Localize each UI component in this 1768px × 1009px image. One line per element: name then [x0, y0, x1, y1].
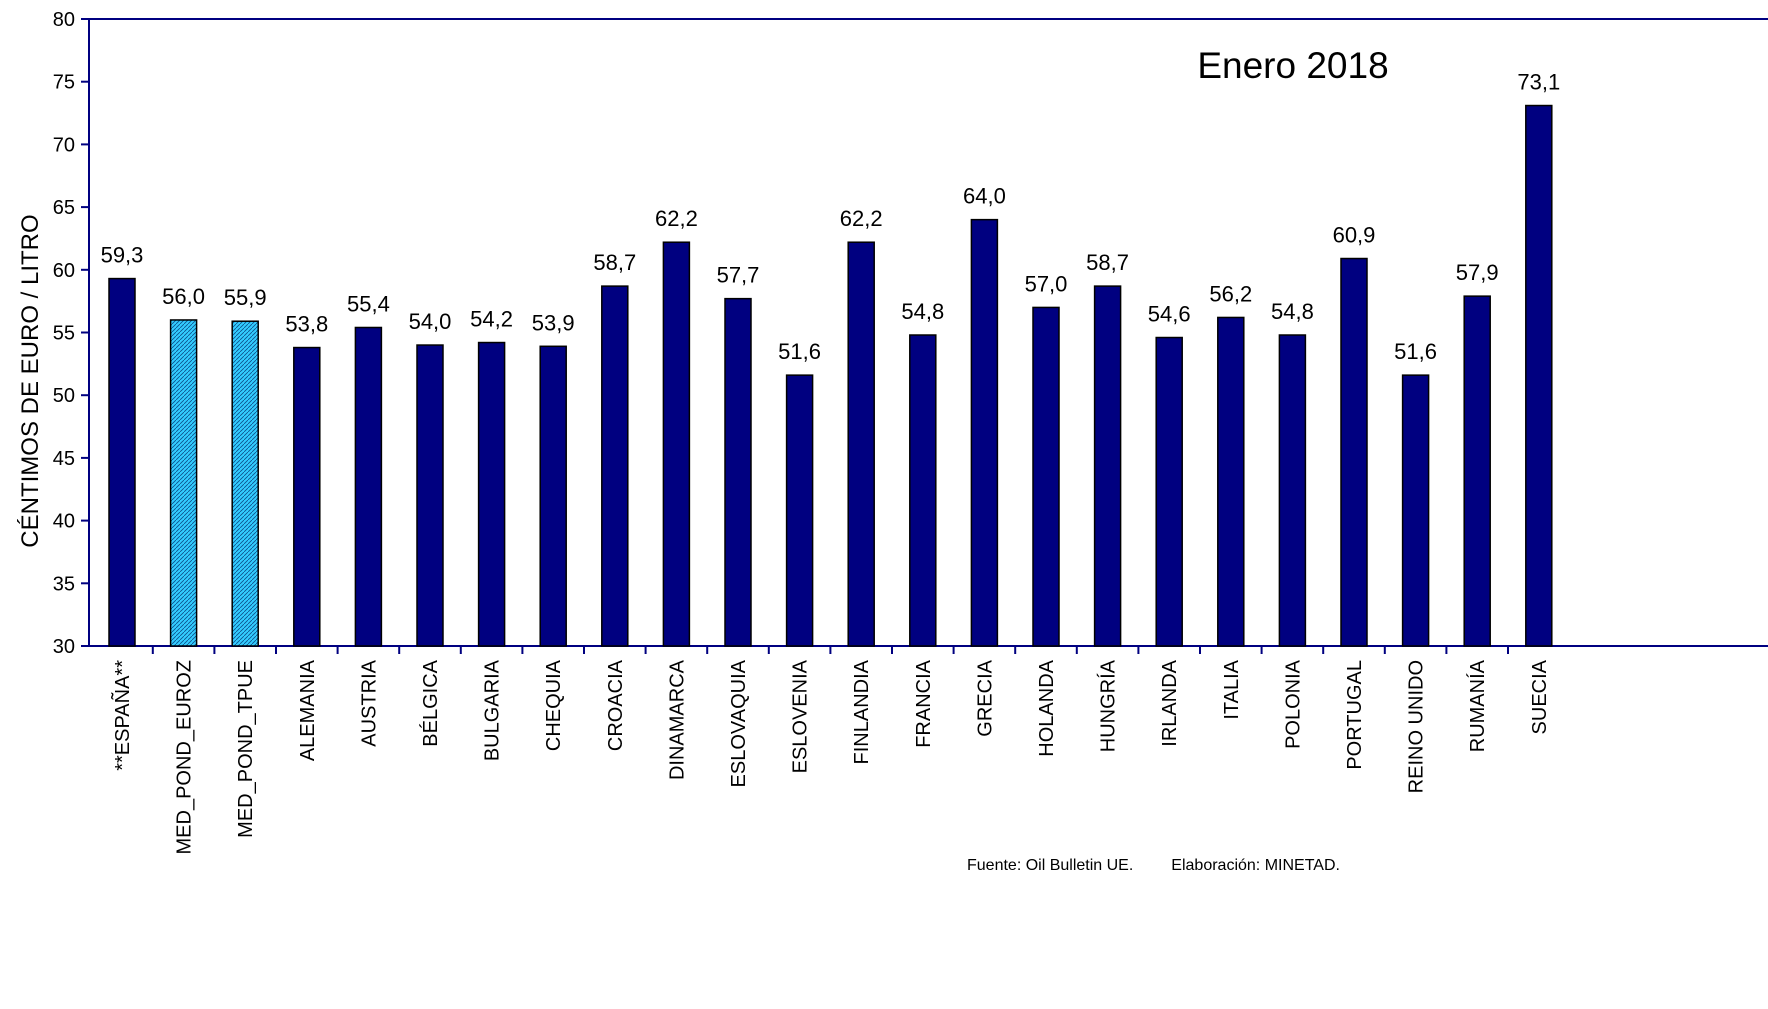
x-tick-label: FRANCIA — [913, 659, 935, 747]
x-tick-label: MED_POND_TPUE — [235, 660, 257, 838]
y-tick-label: 70 — [53, 134, 75, 156]
bar-croacia — [601, 285, 629, 647]
value-label: 62,2 — [840, 206, 883, 231]
bar-irlanda — [1155, 336, 1183, 647]
bar-italia — [1217, 316, 1245, 647]
value-label: 56,0 — [162, 284, 205, 309]
value-label: 64,0 — [963, 184, 1006, 209]
x-tick-label: HUNGRÍA — [1097, 659, 1120, 752]
bar-dinamarca — [662, 241, 691, 647]
chart-title: Enero 2018 — [1197, 45, 1388, 86]
y-tick-label: 75 — [53, 72, 75, 94]
value-label: 54,8 — [1271, 299, 1314, 324]
value-labels: 59,3 56,0 55,9 53,8 55,4 54,0 54,2 53,9 58,7 62,2… — [101, 70, 1561, 365]
value-label: 54,2 — [470, 307, 513, 332]
y-tick-label: 60 — [53, 260, 75, 282]
y-tick-labels: 30 35 40 45 50 55 60 65 70 75 80 — [53, 9, 75, 658]
bar-eslovaquia — [724, 297, 752, 647]
value-label: 73,1 — [1517, 70, 1560, 95]
value-label: 60,9 — [1333, 223, 1376, 248]
bar-med-pond-tpue — [231, 320, 259, 647]
x-tick-label: CHEQUIA — [543, 659, 565, 751]
x-tick-label: ESLOVENIA — [790, 659, 812, 773]
x-tick-label: MED_POND_EUROZ — [174, 660, 196, 854]
x-tick-label: ALEMANIA — [297, 659, 319, 761]
x-tick-label: ESLOVAQUIA — [728, 659, 750, 787]
value-label: 53,9 — [532, 310, 575, 335]
source-text: Fuente: Oil Bulletin UE. — [967, 857, 1134, 874]
y-tick-label: 50 — [53, 385, 75, 407]
bar-grecia — [970, 218, 999, 647]
x-tick-label: REINO UNIDO — [1406, 660, 1428, 793]
bar-francia — [909, 334, 937, 647]
x-tick-label: POLONIA — [1282, 659, 1304, 749]
y-tick-label: 80 — [53, 9, 75, 31]
value-label: 55,9 — [224, 285, 267, 310]
bar-españa — [108, 277, 136, 647]
y-tick-label: 40 — [53, 511, 75, 533]
value-label: 55,4 — [347, 291, 390, 316]
x-tick-label: **ESPAÑA** — [110, 660, 134, 771]
bar-reino-unido — [1401, 374, 1430, 647]
value-label: 59,3 — [101, 243, 144, 268]
x-tick-label: CROACIA — [605, 659, 627, 751]
bar-polonia — [1278, 334, 1307, 647]
source-note: Fuente: Oil Bulletin UE. Elaboración: MIN… — [967, 857, 1340, 875]
bar-rumanía — [1463, 295, 1491, 647]
elaboration-text: Elaboración: MINETAD. — [1171, 857, 1340, 874]
value-label: 57,0 — [1025, 271, 1068, 296]
x-tick-label: GRECIA — [974, 659, 996, 736]
y-tick-label: 35 — [53, 573, 75, 595]
bar-chequia — [539, 345, 567, 647]
y-tick-label: 30 — [53, 636, 75, 658]
bar-bulgaria — [477, 341, 506, 647]
value-label: 57,9 — [1456, 260, 1499, 285]
x-tick-label: IRLANDA — [1159, 659, 1181, 746]
x-tick-labels: **ESPAÑA** MED_POND_EUROZ MED_POND_TPUE ALE… — [110, 659, 1551, 854]
y-tick-label: 45 — [53, 448, 75, 470]
value-label: 53,8 — [285, 312, 328, 337]
bar-holanda — [1032, 306, 1060, 647]
x-tick-label: BULGARIA — [482, 659, 504, 761]
x-tick-label: HOLANDA — [1036, 659, 1058, 756]
value-label: 58,7 — [1086, 250, 1129, 275]
y-axis-label: CÉNTIMOS DE EURO / LITRO — [17, 214, 44, 547]
x-tick-label: RUMANÍA — [1466, 659, 1489, 752]
bar-austria — [354, 326, 383, 647]
value-label: 54,0 — [409, 309, 452, 334]
value-label: 62,2 — [655, 206, 698, 231]
bar-portugal — [1340, 257, 1368, 647]
value-label: 57,7 — [717, 263, 760, 288]
bar-finlandia — [847, 241, 875, 647]
y-tick-label: 55 — [53, 323, 75, 345]
bar-med-pond-euroz — [169, 319, 198, 647]
x-tick-label: BÉLGICA — [419, 659, 442, 746]
value-label: 58,7 — [593, 250, 636, 275]
bar-alemania — [293, 346, 321, 647]
value-label: 54,6 — [1148, 302, 1191, 327]
bar-suecia — [1525, 104, 1553, 647]
y-tick-label: 65 — [53, 197, 75, 219]
x-tick-label: DINAMARCA — [666, 659, 688, 780]
value-label: 54,8 — [901, 299, 944, 324]
x-tick-label: PORTUGAL — [1344, 660, 1366, 770]
x-tick-label: FINLANDIA — [851, 659, 873, 764]
x-tick-label: ITALIA — [1221, 659, 1243, 719]
bar-bélgica — [416, 344, 444, 647]
bar-hungría — [1093, 285, 1122, 647]
value-label: 56,2 — [1209, 281, 1252, 306]
bars — [108, 104, 1553, 647]
bar-eslovenia — [785, 374, 814, 647]
x-tick-label: SUECIA — [1529, 659, 1551, 734]
value-label: 51,6 — [1394, 339, 1437, 364]
value-label: 51,6 — [778, 339, 821, 364]
x-tick-label: AUSTRIA — [358, 659, 380, 746]
